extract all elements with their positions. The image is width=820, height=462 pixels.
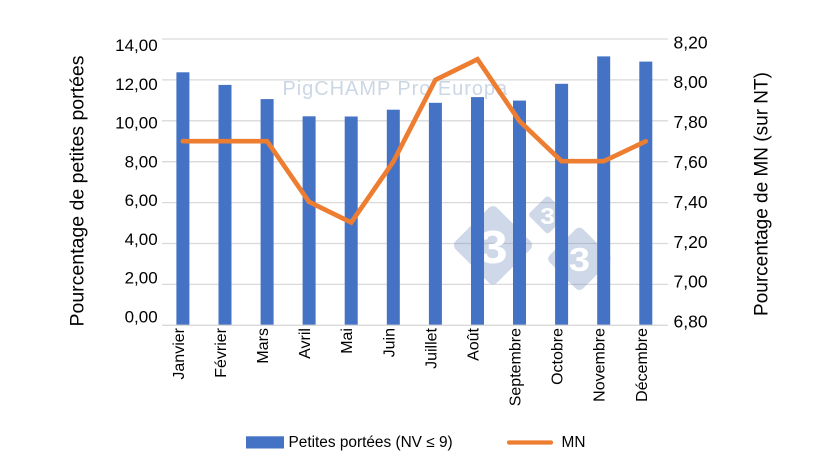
svg-text:Novembre: Novembre xyxy=(592,328,609,402)
svg-text:7,60: 7,60 xyxy=(674,152,708,172)
svg-text:12,00: 12,00 xyxy=(115,75,158,94)
svg-text:7,20: 7,20 xyxy=(674,232,708,252)
svg-text:4,00: 4,00 xyxy=(125,230,158,249)
svg-text:Pourcentage de MN (sur NT): Pourcentage de MN (sur NT) xyxy=(752,72,773,316)
svg-text:6,00: 6,00 xyxy=(125,191,158,210)
svg-text:2,00: 2,00 xyxy=(125,269,158,288)
svg-text:7,80: 7,80 xyxy=(674,112,708,132)
svg-text:10,00: 10,00 xyxy=(115,114,158,133)
svg-text:Décembre: Décembre xyxy=(634,328,651,402)
svg-text:Août: Août xyxy=(466,327,483,360)
svg-text:Avril: Avril xyxy=(297,328,314,359)
svg-text:MN: MN xyxy=(562,434,586,451)
svg-text:8,20: 8,20 xyxy=(674,32,708,52)
svg-text:Février: Février xyxy=(213,327,230,377)
svg-text:PigCHAMP Pro Europa: PigCHAMP Pro Europa xyxy=(283,78,509,100)
svg-text:7,40: 7,40 xyxy=(674,192,708,212)
svg-text:8,00: 8,00 xyxy=(674,72,708,92)
svg-text:6,80: 6,80 xyxy=(674,312,708,332)
svg-text:Septembre: Septembre xyxy=(508,328,525,406)
svg-text:Mai: Mai xyxy=(339,328,356,354)
svg-text:Pourcentage de petites portées: Pourcentage de petites portées xyxy=(67,55,89,326)
svg-text:3: 3 xyxy=(569,241,590,278)
svg-text:Mars: Mars xyxy=(255,328,272,364)
svg-text:7,00: 7,00 xyxy=(674,272,708,292)
svg-text:8,00: 8,00 xyxy=(125,152,158,171)
svg-text:0,00: 0,00 xyxy=(125,308,158,327)
svg-text:Octobre: Octobre xyxy=(550,328,567,385)
svg-text:Juin: Juin xyxy=(381,328,398,357)
svg-text:Juillet: Juillet xyxy=(423,327,440,368)
svg-text:Petites portées (NV ≤ 9): Petites portées (NV ≤ 9) xyxy=(289,434,453,451)
svg-text:14,00: 14,00 xyxy=(115,36,158,55)
svg-text:Janvier: Janvier xyxy=(171,327,188,379)
svg-text:3: 3 xyxy=(540,204,555,229)
